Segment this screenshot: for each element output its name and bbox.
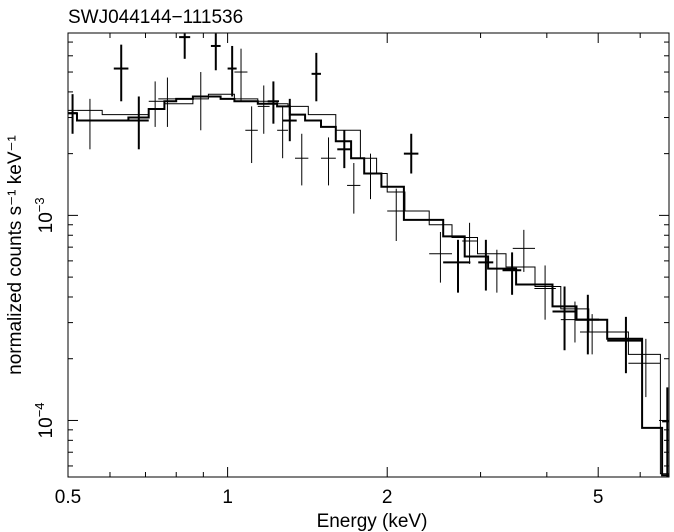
data-point <box>364 153 377 200</box>
data-point <box>294 133 309 186</box>
y-tick-label: 10−3 <box>32 197 57 233</box>
model-curve-thick <box>68 95 669 477</box>
data-point <box>443 239 471 293</box>
data-point <box>579 314 604 355</box>
data-point <box>478 239 494 291</box>
data-point <box>192 72 209 131</box>
minor-ticks <box>68 33 669 477</box>
data-point <box>311 52 321 102</box>
data-point <box>552 286 577 351</box>
x-tick-label: 2 <box>382 487 393 508</box>
y-axis: 10−4 10−3 <box>32 197 669 438</box>
data-point <box>628 338 661 398</box>
y-axis-label: normalized counts s⁻¹ keV⁻¹ <box>5 135 26 375</box>
data-point <box>282 98 297 142</box>
data-point <box>387 188 405 241</box>
data-point <box>403 133 419 174</box>
model-curve-thin <box>68 93 669 475</box>
data-point <box>662 387 669 477</box>
x-tick-label: 1 <box>222 487 233 508</box>
data-point <box>148 81 165 127</box>
data-point <box>512 229 536 272</box>
x-axis: 0.5 1 2 5 <box>55 33 604 508</box>
data-point <box>502 252 522 295</box>
data-point <box>68 94 78 134</box>
data-point <box>576 294 600 355</box>
data-point <box>234 48 248 102</box>
data-point <box>267 81 279 124</box>
data-point <box>179 33 191 59</box>
data-point <box>320 137 336 186</box>
x-axis-label: Energy (keV) <box>317 511 428 532</box>
model-curves <box>68 93 669 477</box>
x-tick-label: 5 <box>593 487 604 508</box>
data-point <box>158 77 177 127</box>
x-tick-label: 0.5 <box>55 487 81 508</box>
data-point <box>113 44 129 102</box>
data-point <box>277 106 289 159</box>
y-tick-label: 10−4 <box>32 402 57 438</box>
data-point <box>488 249 506 293</box>
data-point <box>128 96 149 150</box>
data-point <box>534 265 556 320</box>
data-point <box>257 85 270 134</box>
data-point <box>607 316 643 374</box>
chart-title: SWJ044144−111536 <box>68 7 243 28</box>
data-point <box>227 45 237 97</box>
data-point <box>210 33 221 71</box>
data-points <box>68 33 669 477</box>
data-point <box>429 231 453 283</box>
plot-frame <box>67 32 670 478</box>
data-point <box>462 222 478 264</box>
data-point <box>77 98 103 150</box>
data-point <box>337 130 352 169</box>
data-point <box>347 163 361 214</box>
data-point <box>560 301 589 343</box>
data-point <box>245 106 258 164</box>
